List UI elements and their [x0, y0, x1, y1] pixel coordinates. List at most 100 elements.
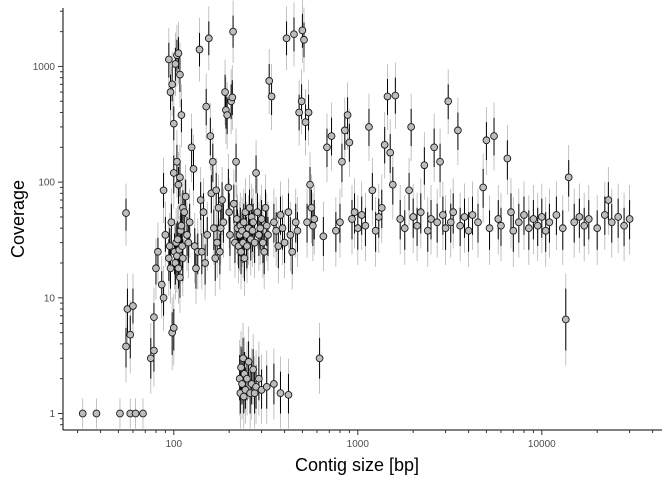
x-tick-label: 10000 — [528, 439, 556, 450]
data-point — [354, 225, 361, 232]
data-point — [147, 355, 154, 362]
data-point — [204, 231, 211, 238]
data-point — [328, 133, 335, 140]
y-tick-label: 100 — [38, 178, 55, 189]
data-point — [123, 210, 130, 217]
data-point — [168, 219, 175, 226]
data-point — [294, 227, 301, 234]
data-point — [209, 158, 216, 165]
data-point — [253, 170, 260, 177]
data-point — [170, 324, 177, 331]
y-tick-label: 1 — [49, 409, 55, 420]
data-point — [510, 227, 517, 234]
data-point — [417, 209, 424, 216]
data-point — [299, 27, 306, 34]
data-point — [498, 222, 505, 229]
data-point — [166, 243, 173, 250]
data-point — [178, 112, 185, 119]
data-point — [175, 50, 182, 57]
data-point — [174, 158, 181, 165]
data-point — [538, 214, 545, 221]
data-point — [170, 120, 177, 127]
data-point — [175, 181, 182, 188]
data-point — [486, 225, 493, 232]
data-point — [182, 193, 189, 200]
data-point — [378, 204, 385, 211]
data-point — [397, 216, 404, 223]
y-axis-title: Coverage — [8, 180, 28, 258]
data-point — [392, 92, 399, 99]
data-point — [414, 222, 421, 229]
data-point — [469, 212, 476, 219]
data-point — [401, 225, 408, 232]
data-point — [254, 209, 261, 216]
data-point — [200, 209, 207, 216]
data-point — [151, 314, 158, 321]
data-point — [277, 390, 284, 397]
data-point — [177, 71, 184, 78]
data-point — [151, 347, 158, 354]
data-point — [465, 227, 472, 234]
data-point — [210, 225, 217, 232]
data-point — [188, 144, 195, 151]
data-point — [311, 216, 318, 223]
data-point — [562, 316, 569, 323]
data-point — [450, 209, 457, 216]
data-point — [302, 119, 309, 126]
data-point — [571, 219, 578, 226]
data-point — [285, 209, 292, 216]
data-point — [285, 391, 292, 398]
data-point — [241, 255, 248, 262]
data-point — [320, 233, 327, 240]
data-point — [298, 98, 305, 105]
data-point — [457, 222, 464, 229]
data-point — [384, 93, 391, 100]
data-point — [127, 331, 134, 338]
y-tick-label: 1000 — [33, 62, 56, 73]
data-point — [546, 219, 553, 226]
data-point — [461, 214, 468, 221]
data-point — [160, 294, 167, 301]
data-point — [268, 93, 275, 100]
data-point — [366, 124, 373, 131]
data-point — [230, 28, 237, 35]
data-point — [238, 248, 245, 255]
data-point — [175, 265, 182, 272]
data-point — [158, 281, 165, 288]
data-point — [406, 187, 413, 194]
data-point — [167, 89, 174, 96]
data-point — [428, 216, 435, 223]
data-point — [178, 222, 185, 229]
data-point — [184, 231, 191, 238]
data-point — [521, 212, 528, 219]
data-point — [227, 231, 234, 238]
x-axis-title: Contig size [bp] — [295, 455, 419, 475]
data-point — [307, 181, 314, 188]
data-point — [601, 212, 608, 219]
data-point — [442, 225, 449, 232]
x-tick-label: 100 — [165, 439, 182, 450]
data-point — [292, 219, 299, 226]
data-point — [301, 36, 308, 43]
data-point — [559, 225, 566, 232]
data-point — [224, 112, 231, 119]
data-point — [270, 381, 277, 388]
data-point — [495, 216, 502, 223]
data-point — [249, 227, 256, 234]
data-point — [585, 216, 592, 223]
data-point — [179, 243, 186, 250]
data-point — [431, 144, 438, 151]
data-point — [341, 127, 348, 134]
data-point — [266, 77, 273, 84]
data-point — [283, 35, 290, 42]
data-point — [358, 212, 365, 219]
y-tick-label: 10 — [44, 293, 56, 304]
data-point — [216, 248, 223, 255]
data-point — [220, 219, 227, 226]
data-point — [344, 112, 351, 119]
data-point — [251, 239, 258, 246]
data-point — [455, 127, 462, 134]
data-point — [215, 204, 222, 211]
data-point — [233, 158, 240, 165]
data-point — [261, 248, 268, 255]
